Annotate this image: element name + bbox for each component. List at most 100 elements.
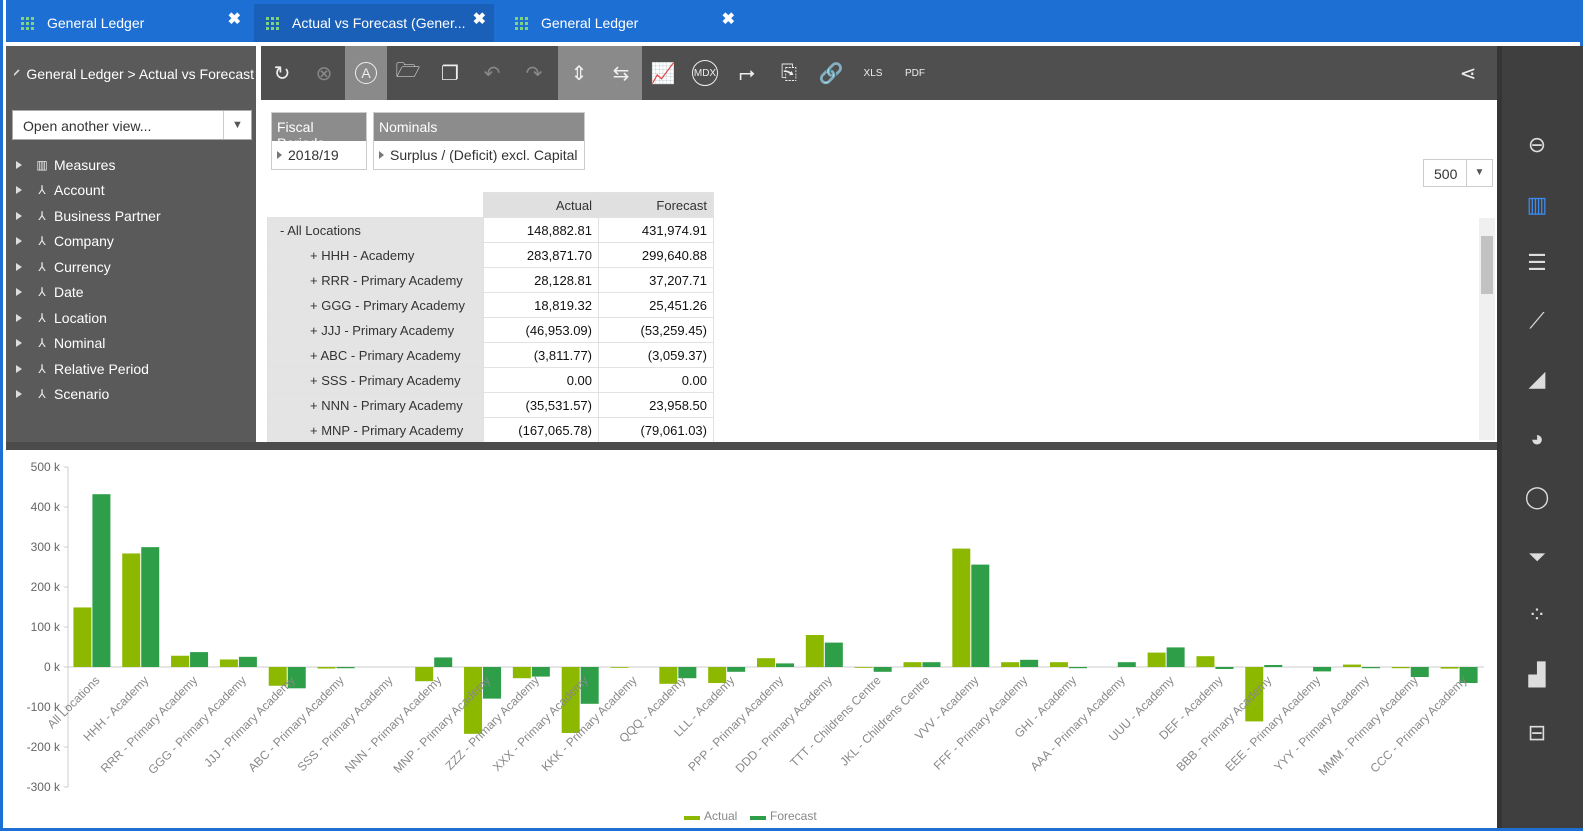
auto-icon[interactable]: A [345, 46, 387, 100]
line-chart-icon[interactable]: ⟋ [1529, 308, 1545, 333]
column-chart-icon[interactable]: ▥ [1526, 192, 1548, 217]
actual-cell[interactable]: (167,065.78) [483, 417, 599, 443]
sidebar-item-location[interactable]: ⅄ Location [16, 305, 161, 331]
pane-splitter[interactable] [6, 442, 1497, 450]
caret-right-icon[interactable] [16, 160, 22, 169]
column-header[interactable]: Forecast [598, 192, 714, 218]
export-icon[interactable]: ⎘ [781, 61, 797, 84]
scatter-chart-icon[interactable]: ⁘ [1527, 602, 1547, 627]
funnel-chart-icon[interactable]: ⏷ [1528, 544, 1546, 569]
row-header[interactable]: + HHH - Academy [267, 242, 484, 268]
caret-right-icon[interactable] [16, 237, 22, 246]
sidebar-item-date[interactable]: ⅄ Date [16, 280, 161, 306]
forecast-cell[interactable]: (79,061.03) [598, 417, 714, 443]
chevron-down-icon[interactable]: ▼ [223, 111, 251, 139]
row-header[interactable]: + ABC - Primary Academy [267, 342, 484, 368]
forecast-cell[interactable]: 37,207.71 [598, 267, 714, 293]
cancel-icon[interactable]: ⊗ [315, 62, 333, 85]
bar-forecast [1068, 667, 1087, 669]
filter-value[interactable]: 2018/19 [272, 141, 366, 169]
forecast-cell[interactable]: 299,640.88 [598, 242, 714, 268]
caret-right-icon[interactable] [16, 313, 22, 322]
filter-fiscal-periods[interactable]: Fiscal Periods 2018/19 [271, 112, 367, 170]
chevron-down-icon[interactable]: ▼ [1466, 160, 1492, 186]
back-arrow-icon[interactable]: ⊖ [1527, 132, 1547, 157]
collapse-icon[interactable]: ⇆ [600, 46, 642, 100]
forecast-cell[interactable]: 25,451.26 [598, 292, 714, 318]
vertical-scrollbar[interactable] [1479, 218, 1495, 440]
actual-cell[interactable]: 18,819.32 [483, 292, 599, 318]
close-icon[interactable]: ✖ [227, 11, 241, 28]
row-header[interactable]: - All Locations [267, 217, 484, 243]
sidebar-item-measures[interactable]: ▥ Measures [16, 152, 161, 178]
scroll-thumb[interactable] [1481, 236, 1493, 294]
sidebar-item-scenario[interactable]: ⅄ Scenario [16, 382, 161, 408]
row-header[interactable]: + NNN - Primary Academy [267, 392, 484, 418]
pdf-export-icon[interactable]: PDF [905, 67, 925, 79]
sidebar-item-nominal[interactable]: ⅄ Nominal [16, 331, 161, 357]
chart-icon[interactable]: 📈 [650, 62, 676, 85]
forecast-cell[interactable]: 431,974.91 [598, 217, 714, 243]
caret-right-icon[interactable] [16, 211, 22, 220]
caret-right-icon[interactable] [16, 262, 22, 271]
sidebar-item-company[interactable]: ⅄ Company [16, 229, 161, 255]
swap-axes-icon[interactable]: ⮣ [739, 61, 755, 84]
share-icon[interactable]: ⋖ [1459, 62, 1477, 85]
redo-icon[interactable]: ↷ [525, 62, 543, 85]
close-icon[interactable]: ✖ [721, 11, 735, 28]
row-header[interactable]: + JJJ - Primary Academy [267, 317, 484, 343]
waterfall-chart-icon[interactable]: ▟ [1528, 662, 1546, 687]
actual-cell[interactable]: (35,531.57) [483, 392, 599, 418]
actual-cell[interactable]: 148,882.81 [483, 217, 599, 243]
caret-right-icon[interactable] [16, 288, 22, 297]
xls-export-icon[interactable]: XLS [863, 67, 883, 79]
open-folder-icon[interactable]: 🗁 [395, 60, 421, 82]
caret-right-icon[interactable] [16, 364, 22, 373]
caret-right-icon[interactable] [16, 186, 22, 195]
open-view-select[interactable]: Open another view... ▼ [12, 110, 252, 140]
legend-label: Forecast [770, 809, 817, 823]
tab-label: Actual vs Forecast (Gener... [292, 15, 466, 31]
x-tick-label: JKL - Childrens Centre [837, 673, 933, 769]
forecast-cell[interactable]: 23,958.50 [598, 392, 714, 418]
filter-nominals[interactable]: Nominals Surplus / (Deficit) excl. Capit… [373, 112, 585, 170]
actual-cell[interactable]: 0.00 [483, 367, 599, 393]
row-header[interactable]: + GGG - Primary Academy [267, 292, 484, 318]
forecast-cell[interactable]: (53,259.45) [598, 317, 714, 343]
caret-right-icon[interactable] [16, 390, 22, 399]
row-header[interactable]: + MNP - Primary Academy [267, 417, 484, 443]
mdx-icon[interactable]: MDX [684, 46, 726, 100]
sidebar-item-account[interactable]: ⅄ Account [16, 178, 161, 204]
pie-chart-icon[interactable]: ◕ [1530, 426, 1544, 451]
area-chart-icon[interactable]: ◢ [1528, 366, 1546, 391]
sidebar-item-relative-period[interactable]: ⅄ Relative Period [16, 356, 161, 382]
page-size-select[interactable]: 500 ▼ [1423, 159, 1493, 187]
hierarchy-icon: ⅄ [38, 361, 46, 376]
actual-cell[interactable]: 283,871.70 [483, 242, 599, 268]
column-header[interactable]: Actual [483, 192, 599, 218]
refresh-icon[interactable]: ↻ [273, 62, 291, 85]
save-as-icon[interactable]: ❐ [441, 62, 459, 85]
tab-actual-vs-forecast[interactable]: Actual vs Forecast (Gener... ✖ [254, 4, 494, 42]
forecast-cell[interactable]: 0.00 [598, 367, 714, 393]
actual-cell[interactable]: 28,128.81 [483, 267, 599, 293]
forecast-cell[interactable]: (3,059.37) [598, 342, 714, 368]
caret-right-icon[interactable] [16, 339, 22, 348]
actual-cell[interactable]: (3,811.77) [483, 342, 599, 368]
expand-icon[interactable]: ⇕ [558, 46, 600, 100]
filter-value[interactable]: Surplus / (Deficit) excl. Capital [374, 141, 584, 169]
bar-chart-icon[interactable]: ☰ [1527, 250, 1547, 275]
undo-icon[interactable]: ↶ [483, 62, 501, 85]
donut-chart-icon[interactable]: ◯ [1524, 484, 1550, 509]
row-header[interactable]: + SSS - Primary Academy [267, 367, 484, 393]
combo-chart-icon[interactable]: ⊟ [1527, 720, 1547, 745]
actual-cell[interactable]: (46,953.09) [483, 317, 599, 343]
sidebar-item-currency[interactable]: ⅄ Currency [16, 254, 161, 280]
link-icon[interactable]: 🔗 [818, 62, 844, 85]
close-icon[interactable]: ✖ [472, 11, 486, 28]
row-header[interactable]: + RRR - Primary Academy [267, 267, 484, 293]
tab-general-ledger-2[interactable]: General Ledger ✖ [503, 4, 743, 42]
tab-general-ledger-1[interactable]: General Ledger ✖ [9, 4, 249, 42]
sidebar-item-business-partner[interactable]: ⅄ Business Partner [16, 203, 161, 229]
